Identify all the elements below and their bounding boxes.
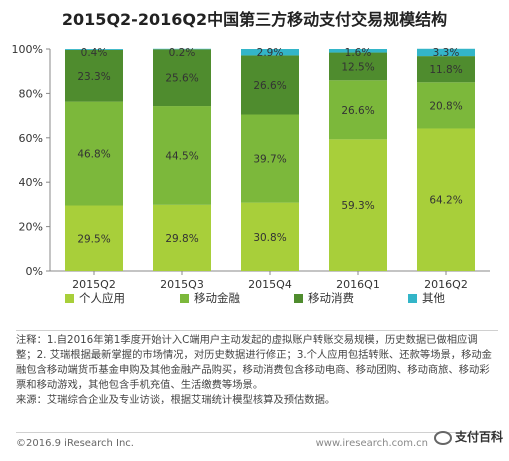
stacked-bar-chart: 0% 20% 40% 60% 80% 100% 29.5% 46.8% 23.3% 0.4% 201… [12, 43, 490, 305]
data-label: 44.5% [165, 150, 198, 162]
bar-segment [417, 82, 475, 129]
data-label: 20.8% [429, 100, 462, 112]
bar-segment [417, 48, 475, 57]
watermark-text: 支付百科 [454, 430, 503, 444]
y-tick-label: 20% [19, 221, 43, 234]
y-tick-label: 80% [19, 87, 43, 100]
bar-segment [241, 49, 299, 56]
legend-swatch [408, 294, 417, 303]
data-label: 12.5% [341, 61, 374, 73]
y-tick-label: 100% [12, 43, 43, 56]
bar-segment [241, 114, 299, 203]
data-label: 3.3% [433, 47, 460, 59]
x-tick-label: 2016Q2 [424, 278, 468, 291]
copyright: ©2016.9 iResearch Inc. [16, 438, 134, 449]
wechat-icon [433, 430, 452, 445]
bar-segment [153, 48, 211, 50]
data-label: 46.8% [77, 149, 110, 161]
watermark: 支付百科 [433, 428, 503, 445]
bar-segment [153, 49, 211, 107]
bar-segment [329, 139, 387, 271]
data-label: 64.2% [429, 195, 462, 207]
data-label: 25.6% [165, 73, 198, 85]
data-label: 11.8% [429, 64, 462, 76]
legend-swatch [180, 294, 189, 303]
bar-segment [153, 204, 211, 271]
bar-segment [65, 49, 123, 102]
bar-segment [417, 56, 475, 83]
bar-segment [417, 128, 475, 271]
legend-swatch [294, 294, 303, 303]
data-label: 0.4% [81, 47, 108, 59]
bar-segment [241, 202, 299, 271]
x-tick-label: 2015Q4 [248, 278, 292, 291]
x-tick-label: 2016Q1 [336, 278, 380, 291]
footer: ©2016.9 iResearch Inc. www.iresearch.com… [16, 432, 498, 449]
bar-segment [329, 49, 387, 53]
legend-swatch [65, 294, 74, 303]
y-tick-label: 60% [19, 132, 43, 145]
source-text: 来源：艾瑞综合企业及专业访谈，根据艾瑞统计模型核算及预估数据。 [16, 394, 336, 406]
y-tick-label: 40% [19, 176, 43, 189]
note-text: 注释：1.自2016年第1季度开始计入C端用户主动发起的虚拟账户转账交易规模，历… [16, 334, 492, 391]
notes: 注释：1.自2016年第1季度开始计入C端用户主动发起的虚拟账户转账交易规模，历… [16, 330, 498, 408]
data-label: 2.9% [257, 47, 284, 59]
data-label: 26.6% [341, 105, 374, 117]
y-tick-label: 0% [26, 265, 43, 278]
legend-label: 移动消费 [308, 291, 354, 305]
bar-segment [329, 80, 387, 140]
data-label: 59.3% [341, 200, 374, 212]
chart-title: 2015Q2-2016Q2中国第三方移动支付交易规模结构 [61, 10, 448, 29]
data-label: 29.8% [165, 233, 198, 245]
legend-label: 移动金融 [194, 291, 240, 305]
data-label: 0.2% [169, 47, 196, 59]
legend-label: 其他 [422, 291, 445, 305]
bar-segment [329, 52, 387, 81]
bar-segment [65, 49, 123, 50]
data-label: 39.7% [253, 154, 286, 166]
legend-label: 个人应用 [79, 291, 125, 305]
data-label: 29.5% [77, 233, 110, 245]
bar-segment [65, 205, 123, 271]
bar-segment [65, 101, 123, 206]
bar-segment [241, 55, 299, 115]
x-tick-label: 2015Q2 [72, 278, 116, 291]
x-tick-label: 2015Q3 [160, 278, 204, 291]
data-label: 1.6% [345, 47, 372, 59]
bar-segment [153, 106, 211, 205]
data-label: 26.6% [253, 80, 286, 92]
source-url: www.iresearch.com.cn [315, 438, 428, 449]
data-label: 30.8% [253, 232, 286, 244]
data-label: 23.3% [77, 71, 110, 83]
